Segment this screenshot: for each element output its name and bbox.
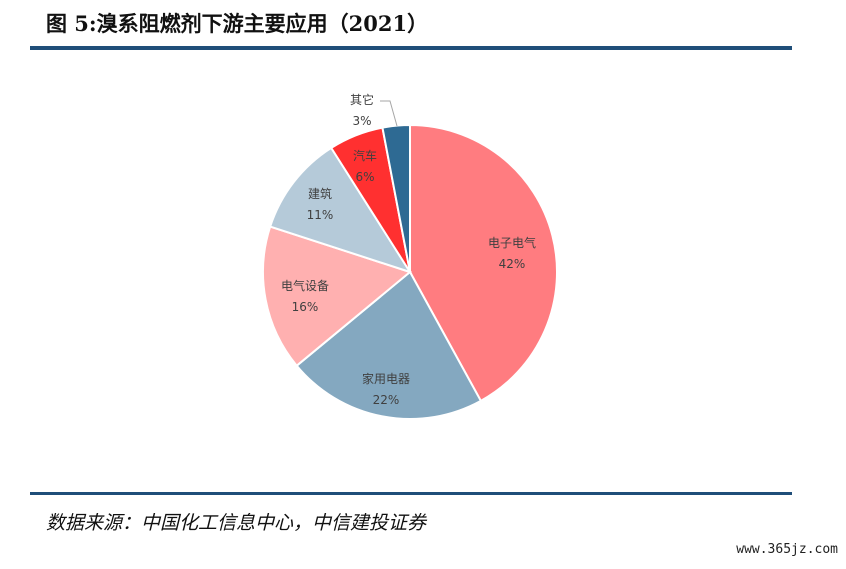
source-rule [30,492,792,495]
slice-label-electrical-equipment: 电气设备 [281,278,329,293]
slice-value-other: 3% [352,114,371,128]
pie-slice-construction [268,146,413,274]
pie-slice-other [381,123,411,273]
slice-label-electronics: 电子电气 [488,235,536,250]
slice-label-other: 其它 [350,92,374,107]
slice-label-home-appliances: 家用电器 [362,371,410,386]
figure-title: 图 5:溴系阻燃剂下游主要应用（2021） [46,11,429,36]
pie-slices [262,123,558,420]
pie-labels: 电子电气 42% 家用电器 22% 电气设备 16% 建筑 11% 汽车 6% 其它 3% [281,92,536,407]
pie-slice-home-appliances [295,270,483,420]
slice-value-electrical-equipment: 16% [292,300,319,314]
source-note: 数据来源：中国化工信息中心，中信建投证券 [46,512,427,534]
pie-slice-electronics [409,123,558,403]
slice-value-construction: 11% [307,208,334,222]
slice-label-construction: 建筑 [308,186,332,201]
slice-value-home-appliances: 22% [373,393,400,407]
slice-label-automotive: 汽车 [353,148,377,163]
slice-value-electronics: 42% [499,257,526,271]
pie-slice-electrical-equipment [262,225,413,368]
leader-line-other [380,100,398,127]
watermark: www.365jz.com [736,542,838,557]
slice-value-automotive: 6% [355,170,374,184]
title-rule [30,46,792,50]
